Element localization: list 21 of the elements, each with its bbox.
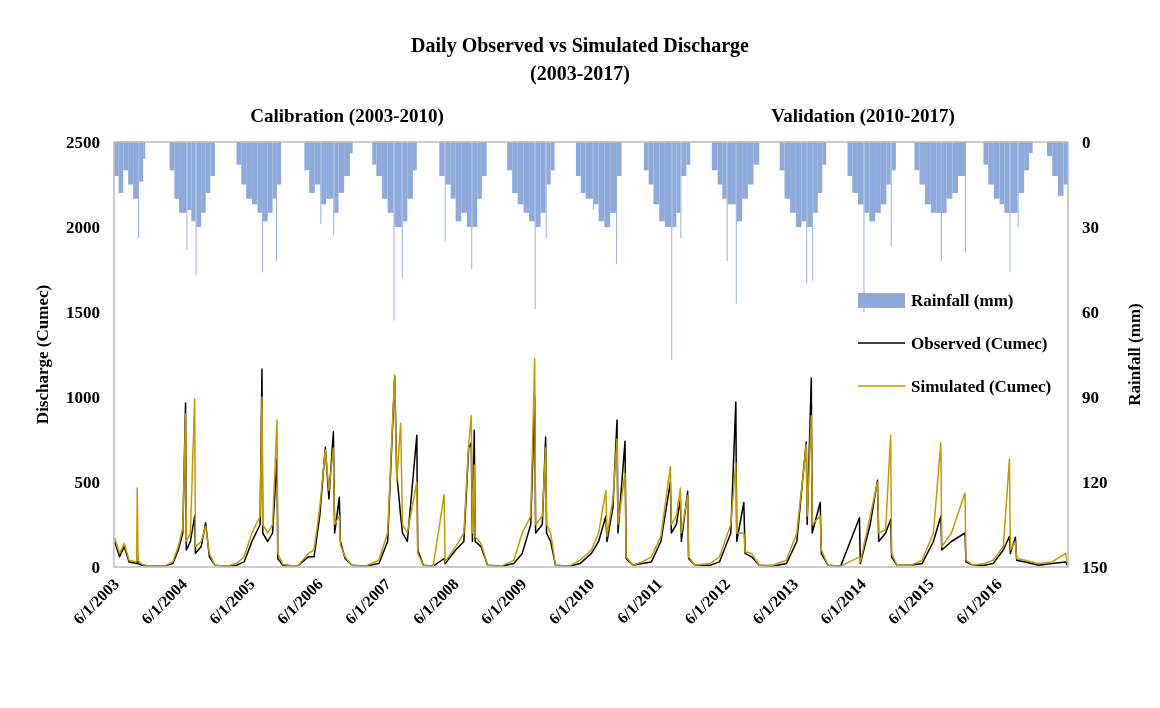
chart-subtitle: (2003-2017) <box>530 62 630 85</box>
y2-tick-label: 90 <box>1082 387 1099 407</box>
y2-tick-label: 30 <box>1082 217 1099 237</box>
y-axis-title: Discharge (Cumec) <box>33 284 52 425</box>
y2-tick-label: 0 <box>1082 132 1091 152</box>
legend-label: Observed (Cumec) <box>911 333 1048 353</box>
y2-axis-title: Rainfall (mm) <box>1125 303 1144 406</box>
y2-tick-label: 60 <box>1082 302 1099 322</box>
chart-title: Daily Observed vs Simulated Discharge <box>411 34 750 57</box>
y-tick-label: 1500 <box>66 302 100 322</box>
legend-label: Rainfall (mm) <box>911 290 1014 310</box>
text: Validation (2010-2017) <box>771 105 955 127</box>
text: Calibration (2003-2010) <box>250 105 444 127</box>
y-tick-label: 2500 <box>66 132 100 152</box>
y-tick-label: 500 <box>74 472 100 492</box>
y2-tick-label: 150 <box>1082 557 1108 577</box>
y-tick-label: 2000 <box>66 217 100 237</box>
y2-tick-label: 120 <box>1082 472 1108 492</box>
y-tick-label: 1000 <box>66 387 100 407</box>
y-tick-label: 0 <box>91 557 100 577</box>
legend-label: Simulated (Cumec) <box>911 376 1052 396</box>
